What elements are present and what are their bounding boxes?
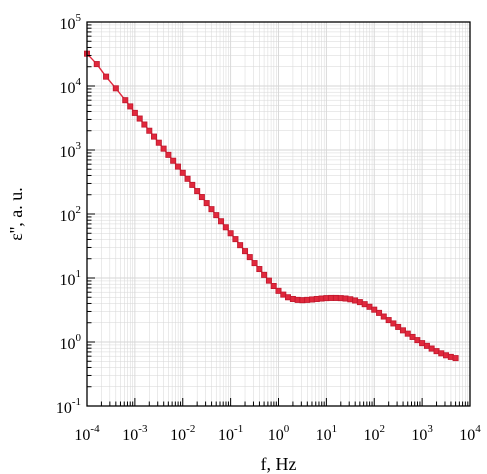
data-point xyxy=(275,287,282,294)
data-point xyxy=(380,313,387,320)
data-point xyxy=(256,266,263,273)
data-point xyxy=(179,169,186,176)
data-point xyxy=(136,115,143,122)
data-point xyxy=(213,212,220,219)
y-tick-label: 104 xyxy=(60,76,82,97)
y-tick-label: 10-1 xyxy=(56,396,81,417)
data-point xyxy=(189,181,196,188)
data-point xyxy=(218,218,225,225)
data-point xyxy=(332,294,339,301)
data-point xyxy=(170,157,177,164)
data-point xyxy=(237,242,244,249)
data-point xyxy=(165,151,172,158)
data-point xyxy=(208,206,215,213)
data-point xyxy=(127,103,134,110)
data-point xyxy=(242,248,249,255)
data-point xyxy=(251,260,258,267)
data-point xyxy=(409,333,416,340)
data-point xyxy=(203,200,210,207)
data-point xyxy=(194,188,201,195)
y-tick-label: 105 xyxy=(60,12,82,33)
data-point xyxy=(112,85,119,92)
x-tick-label: 10-1 xyxy=(218,423,243,444)
data-point xyxy=(160,145,167,152)
tick-labels: 10-4 10-3 10-2 10-1 100 101 102 103 104 10-1 100 10… xyxy=(56,12,481,444)
data-point xyxy=(261,271,268,278)
data-point xyxy=(232,236,239,243)
x-tick-label: 100 xyxy=(268,423,290,444)
data-point xyxy=(93,61,100,68)
data-point xyxy=(103,73,110,80)
x-tick-label: 102 xyxy=(364,423,386,444)
x-axis-title: f, Hz xyxy=(261,454,297,474)
data-point xyxy=(390,320,397,327)
data-point xyxy=(198,194,205,201)
data-point xyxy=(141,121,148,128)
x-tick-label: 10-2 xyxy=(170,423,195,444)
data-point xyxy=(452,355,459,362)
data-point xyxy=(428,345,435,352)
data-series xyxy=(84,50,459,362)
y-tick-label: 100 xyxy=(60,332,82,353)
y-tick-label: 101 xyxy=(60,268,82,289)
data-point xyxy=(246,254,253,261)
data-point xyxy=(385,317,392,324)
data-point xyxy=(376,309,383,316)
data-point xyxy=(155,139,162,146)
data-point xyxy=(227,230,234,237)
data-point xyxy=(285,294,292,301)
data-point xyxy=(371,306,378,313)
x-tick-label: 103 xyxy=(411,423,433,444)
data-point xyxy=(222,224,229,231)
y-axis-title: ε'', a. u. xyxy=(6,187,26,241)
y-tick-label: 102 xyxy=(60,204,82,225)
data-point xyxy=(151,133,158,140)
x-tick-label: 10-4 xyxy=(74,423,100,444)
data-point xyxy=(184,175,191,182)
x-tick-label: 101 xyxy=(316,423,338,444)
data-point xyxy=(131,109,138,116)
data-point xyxy=(122,97,129,104)
data-point xyxy=(174,163,181,170)
grid xyxy=(86,22,470,407)
y-tick-label: 103 xyxy=(60,140,82,161)
x-tick-label: 104 xyxy=(459,423,481,444)
x-tick-label: 10-3 xyxy=(122,423,148,444)
data-point xyxy=(414,337,421,344)
data-point xyxy=(265,277,272,284)
data-point xyxy=(404,330,411,337)
data-point xyxy=(270,282,277,289)
data-point xyxy=(146,127,153,134)
data-point xyxy=(395,323,402,330)
axis-ticks xyxy=(86,24,469,407)
data-point xyxy=(399,327,406,334)
